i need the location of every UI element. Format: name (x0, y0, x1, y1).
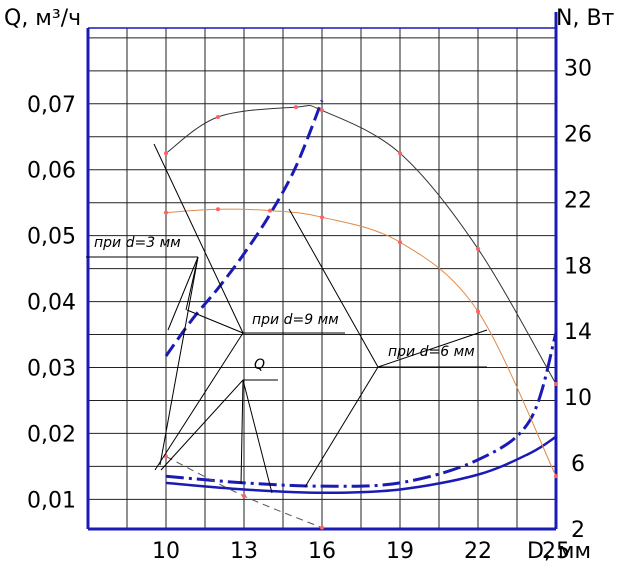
annotation-leader (242, 379, 273, 494)
y-right-tick-label: 10 (564, 386, 592, 411)
annotation-label-q: Q (254, 357, 265, 373)
data-point (294, 105, 298, 110)
annotation-leader (377, 329, 488, 368)
annotation-leader (167, 256, 199, 331)
data-point (216, 207, 220, 212)
annotation-leader (154, 332, 244, 471)
series-line-1 (164, 99, 324, 357)
annotation-leader (159, 256, 199, 466)
data-point (320, 525, 324, 530)
series-line-2 (165, 332, 558, 488)
y-right-tick-label: 18 (564, 254, 592, 279)
data-point (164, 454, 168, 459)
data-point (242, 494, 246, 499)
annotation-leader (153, 143, 244, 334)
y-right-tick-label: 26 (564, 122, 592, 147)
data-point (320, 108, 324, 113)
y-left-tick-label: 0,03 (27, 356, 76, 381)
y-left-tick-label: 0,02 (27, 422, 76, 447)
annotations: при d=3 мм при d=9 мм при d=6 мм Q (86, 143, 488, 494)
ticks: 10 13 16 19 22 25 0,01 0,02 0,03 0,04 0,05 0,06 0,07… (27, 57, 592, 564)
series-line-5 (165, 208, 557, 477)
y-right-tick-label: 22 (564, 188, 592, 213)
x-tick-label: 10 (152, 539, 180, 564)
data-point (320, 215, 324, 220)
annotation-leader (160, 379, 244, 471)
y-right-tick-label: 14 (564, 320, 592, 345)
y-left-axis-label: Q, м³/ч (4, 6, 81, 31)
x-axis-label: D, мм (527, 539, 591, 564)
series-line-3 (165, 435, 557, 494)
annotation-leader (185, 256, 199, 311)
x-tick-label: 16 (308, 539, 336, 564)
data-point (216, 114, 220, 119)
data-point (164, 151, 168, 156)
data-point (554, 474, 558, 479)
series-layer (164, 99, 558, 530)
data-point (398, 240, 402, 245)
y-right-axis-label: N, Вт (556, 6, 615, 31)
annotation-label-d9: при d=9 мм (252, 312, 339, 328)
annotation-leader (288, 208, 379, 368)
data-point (554, 381, 558, 386)
y-left-tick-label: 0,05 (27, 225, 76, 250)
data-point (476, 309, 480, 314)
annotation-leader (240, 379, 244, 485)
y-left-tick-label: 0,06 (27, 159, 76, 184)
x-tick-label: 19 (386, 539, 414, 564)
data-point (476, 246, 480, 251)
x-tick-label: 13 (230, 539, 258, 564)
grid (88, 28, 556, 529)
annotation-label-d6: при d=6 мм (388, 344, 475, 360)
data-point (164, 210, 168, 215)
x-tick-label: 25 (542, 539, 570, 564)
data-point (268, 208, 272, 213)
x-tick-label: 22 (464, 539, 492, 564)
annotation-label-d3: при d=3 мм (94, 235, 181, 251)
y-left-tick-label: 0,04 (27, 291, 76, 316)
y-right-tick-label: 2 (571, 518, 585, 543)
data-point (398, 151, 402, 156)
y-left-tick-label: 0,01 (27, 488, 76, 513)
y-right-tick-label: 6 (571, 452, 585, 477)
annotation-leader (304, 366, 379, 488)
y-left-tick-label: 0,07 (27, 93, 76, 118)
y-right-tick-label: 30 (564, 57, 592, 82)
annotation-leader (186, 309, 244, 334)
